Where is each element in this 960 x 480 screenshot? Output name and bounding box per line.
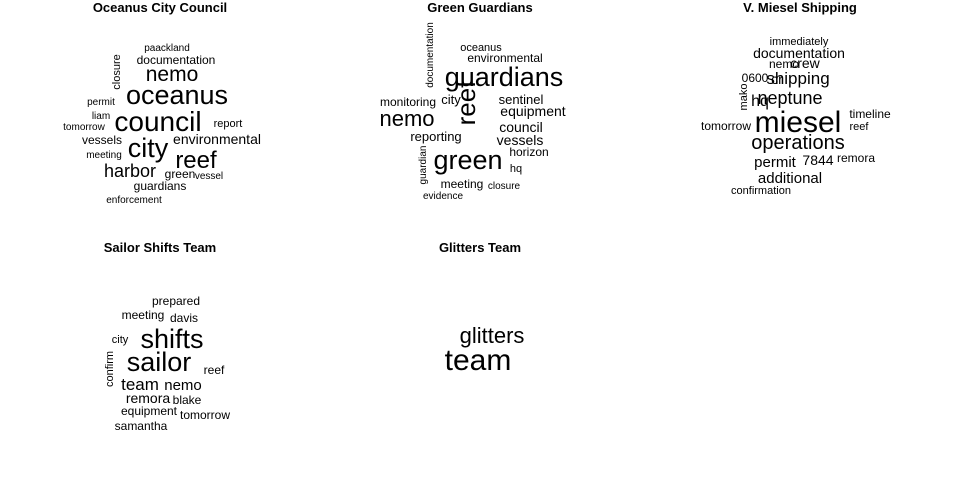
word-city: city bbox=[128, 133, 169, 163]
word-horizon: horizon bbox=[509, 145, 548, 159]
word-mako: mako bbox=[738, 84, 750, 111]
word-nemo: nemo bbox=[379, 106, 434, 131]
word-vessels: vessels bbox=[82, 133, 122, 147]
word-timeline: timeline bbox=[849, 107, 891, 121]
word-sentinel: sentinel bbox=[499, 92, 544, 107]
word-environmental: environmental bbox=[467, 51, 542, 65]
word-closure: closure bbox=[488, 181, 521, 192]
panel-title: Sailor Shifts Team bbox=[103, 240, 217, 255]
word-confirmation: confirmation bbox=[731, 185, 791, 197]
wordcloud-panel-v-miesel-shipping: V. Miesel Shipping immediately documentat… bbox=[640, 0, 960, 240]
word-closure: closure bbox=[111, 54, 123, 89]
word-council: council bbox=[114, 106, 201, 137]
word-documentation: documentation bbox=[425, 22, 436, 88]
word-shifts: shifts bbox=[140, 324, 203, 354]
panel-title: V. Miesel Shipping bbox=[743, 0, 857, 15]
word-oceanus: oceanus bbox=[460, 42, 502, 54]
word-report: report bbox=[214, 118, 243, 130]
word-remora: remora bbox=[837, 151, 875, 165]
word-environmental: environmental bbox=[173, 131, 261, 147]
word-equipment: equipment bbox=[500, 103, 565, 119]
word-team: team bbox=[445, 344, 512, 377]
word-reporting: reporting bbox=[410, 129, 461, 144]
wordcloud-panel-sailor-shifts-team: Sailor Shifts Team prepared meeting davis c… bbox=[0, 240, 320, 480]
word-documentation: documentation bbox=[137, 53, 216, 67]
word-confirm: confirm bbox=[104, 351, 116, 387]
word-monitoring: monitoring bbox=[380, 95, 436, 109]
word-vessel: vessel bbox=[195, 171, 223, 182]
word-meeting: meeting bbox=[122, 308, 165, 322]
word-oceanus: oceanus bbox=[126, 80, 228, 110]
panel-title: Oceanus City Council bbox=[92, 0, 228, 15]
word-liam: liam bbox=[92, 111, 110, 122]
word-operations: operations bbox=[751, 132, 844, 154]
word-nemo: nemo bbox=[146, 63, 199, 86]
word-meeting: meeting bbox=[441, 177, 484, 191]
word-hq: hq bbox=[510, 163, 522, 175]
word-tomorrow: tomorrow bbox=[180, 408, 230, 422]
wordcloud-panel-glitters-team: Glitters Team glitters team bbox=[320, 240, 640, 480]
word-council: council bbox=[499, 119, 543, 135]
word-samantha: samantha bbox=[115, 419, 168, 433]
word-guardian: guardian bbox=[418, 146, 429, 185]
word-prepared: prepared bbox=[152, 294, 200, 308]
word-reef: reef bbox=[451, 80, 481, 126]
wordcloud-panel-oceanus-city-council: Oceanus City Council paackland documentat… bbox=[0, 0, 320, 240]
word-paackland: paackland bbox=[144, 43, 190, 54]
word-tomorrow: tomorrow bbox=[63, 122, 105, 133]
word-blake: blake bbox=[173, 393, 202, 407]
word-7844: 7844 bbox=[802, 152, 833, 168]
word-reef: reef bbox=[204, 363, 225, 377]
word-davis: davis bbox=[170, 311, 198, 325]
word-guardians: guardians bbox=[445, 62, 564, 92]
word-guardians: guardians bbox=[134, 179, 187, 193]
word-nemo: nemo bbox=[769, 57, 799, 71]
panel-title: Green Guardians bbox=[427, 0, 533, 15]
word-permit: permit bbox=[754, 154, 797, 171]
word-vessels: vessels bbox=[497, 132, 544, 148]
word-enforcement: enforcement bbox=[106, 195, 162, 206]
word-permit: permit bbox=[87, 97, 115, 108]
word-city: city bbox=[441, 92, 461, 107]
word-reef: reef bbox=[850, 121, 870, 133]
word-glitters: glitters bbox=[460, 323, 525, 348]
word-documentation: documentation bbox=[753, 45, 845, 61]
word-equipment: equipment bbox=[121, 404, 178, 418]
wordcloud-panel-green-guardians: Green Guardians documentation oceanus envi… bbox=[320, 0, 640, 240]
word-shipping: shipping bbox=[766, 69, 829, 88]
word-cr: cr bbox=[771, 71, 783, 87]
wordcloud-plot: documentation oceanusenvironmentalguardia… bbox=[379, 22, 565, 202]
word-hq: hq bbox=[751, 93, 769, 110]
word-evidence: evidence bbox=[423, 191, 463, 202]
word-remora: remora bbox=[126, 390, 171, 406]
word-green: green bbox=[165, 167, 196, 181]
word-harbor: harbor bbox=[104, 161, 156, 181]
word-0600: 0600 bbox=[742, 71, 769, 85]
word-tomorrow: tomorrow bbox=[701, 119, 751, 133]
word-additional: additional bbox=[758, 170, 822, 187]
word-green: green bbox=[433, 145, 502, 175]
word-reef: reef bbox=[175, 147, 217, 174]
word-nemo: nemo bbox=[164, 377, 202, 394]
word-city: city bbox=[112, 334, 129, 346]
word-immediately: immediately bbox=[770, 36, 829, 48]
word-meeting: meeting bbox=[86, 150, 122, 161]
word-sailor: sailor bbox=[127, 347, 192, 377]
word-miesel: miesel bbox=[755, 106, 842, 139]
word-crew: crew bbox=[790, 55, 820, 71]
word-neptune: neptune bbox=[757, 88, 822, 108]
word-team: team bbox=[121, 375, 159, 394]
panel-title: Glitters Team bbox=[438, 240, 522, 255]
